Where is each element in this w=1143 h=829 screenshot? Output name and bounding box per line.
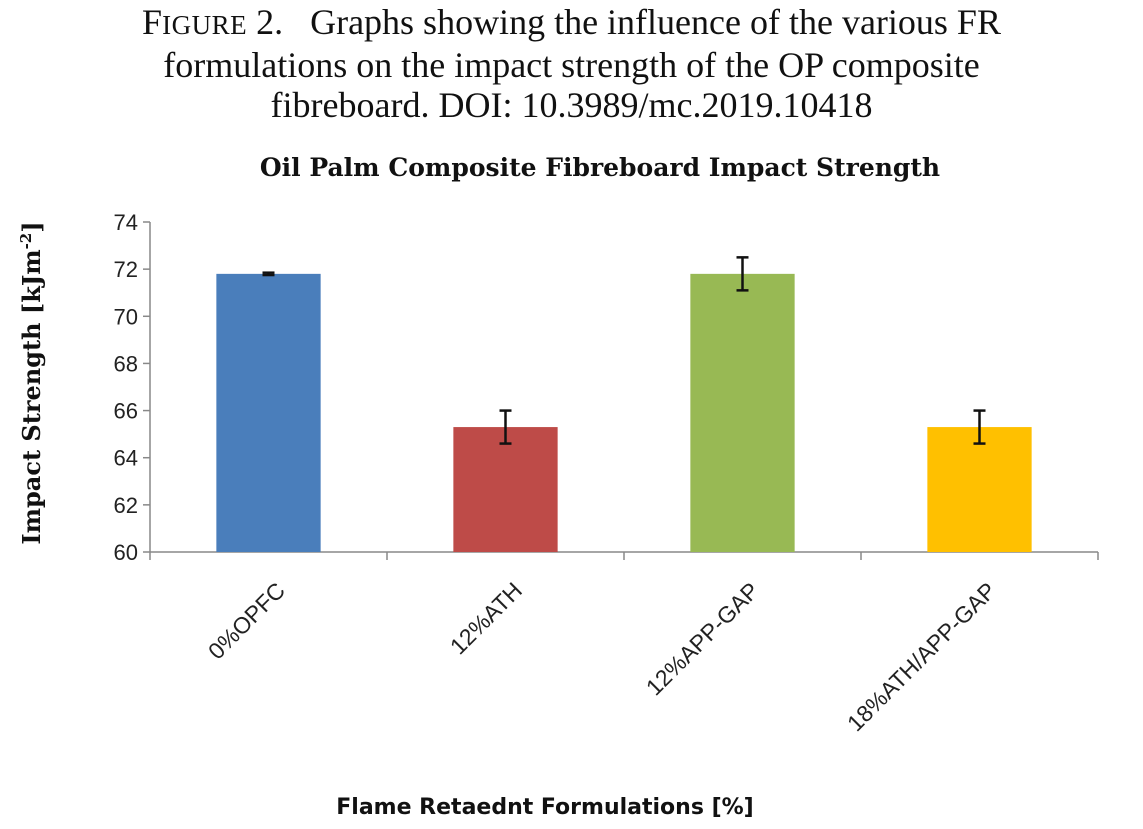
bar xyxy=(927,427,1032,552)
x-tick-label: 18%ATH/APP-GAP xyxy=(842,577,1001,736)
y-axis-title-text: Impact Strength [kJm xyxy=(17,249,46,544)
caption-line-3: fibreboard. DOI: 10.3989/mc.2019.10418 xyxy=(270,85,873,125)
bar xyxy=(216,273,321,552)
bar xyxy=(453,427,558,552)
caption-text-1: Graphs showing the influence of the vari… xyxy=(310,2,1001,42)
y-tick-label: 66 xyxy=(114,399,138,424)
x-axis-title: Flame Retaednt Formulations [%] xyxy=(336,795,753,820)
x-tick-labels: 0%OPFC 12%ATH 12%APP-GAP 18%ATH/APP-GAP xyxy=(203,577,1001,736)
y-tick-label: 68 xyxy=(114,351,138,376)
y-tick-label: 64 xyxy=(114,446,138,471)
x-tick-label: 12%APP-GAP xyxy=(641,577,764,700)
y-tick-label: 70 xyxy=(114,304,138,329)
caption-label-number: 2. xyxy=(256,2,284,42)
figure-caption: FIGURE 2. Graphs showing the influence o… xyxy=(0,2,1143,125)
bar xyxy=(690,273,795,552)
y-axis-title: Impact Strength [kJm-2] xyxy=(17,221,46,544)
y-axis-title-close: ] xyxy=(17,221,46,232)
y-axis: 60 62 64 66 68 70 72 74 xyxy=(114,210,151,565)
x-axis xyxy=(149,551,1099,560)
y-axis-title-superscript: -2 xyxy=(17,233,35,250)
chart-title: Oil Palm Composite Fibreboard Impact Str… xyxy=(260,153,940,182)
y-tick-label: 72 xyxy=(114,257,138,282)
caption-label-rest: IGURE xyxy=(162,10,248,40)
caption-line-1: FIGURE 2. Graphs showing the influence o… xyxy=(0,2,1143,45)
x-tick-label: 0%OPFC xyxy=(203,577,290,664)
caption-label-initial: F xyxy=(142,2,163,42)
caption-line-2: formulations on the impact strength of t… xyxy=(163,45,980,85)
y-tick-label: 62 xyxy=(114,493,138,518)
x-tick-label: 12%ATH xyxy=(445,577,527,659)
y-tick-label: 60 xyxy=(114,540,138,565)
bars-group xyxy=(216,273,1032,552)
y-tick-label: 74 xyxy=(114,210,138,235)
error-bars-group xyxy=(262,256,986,445)
